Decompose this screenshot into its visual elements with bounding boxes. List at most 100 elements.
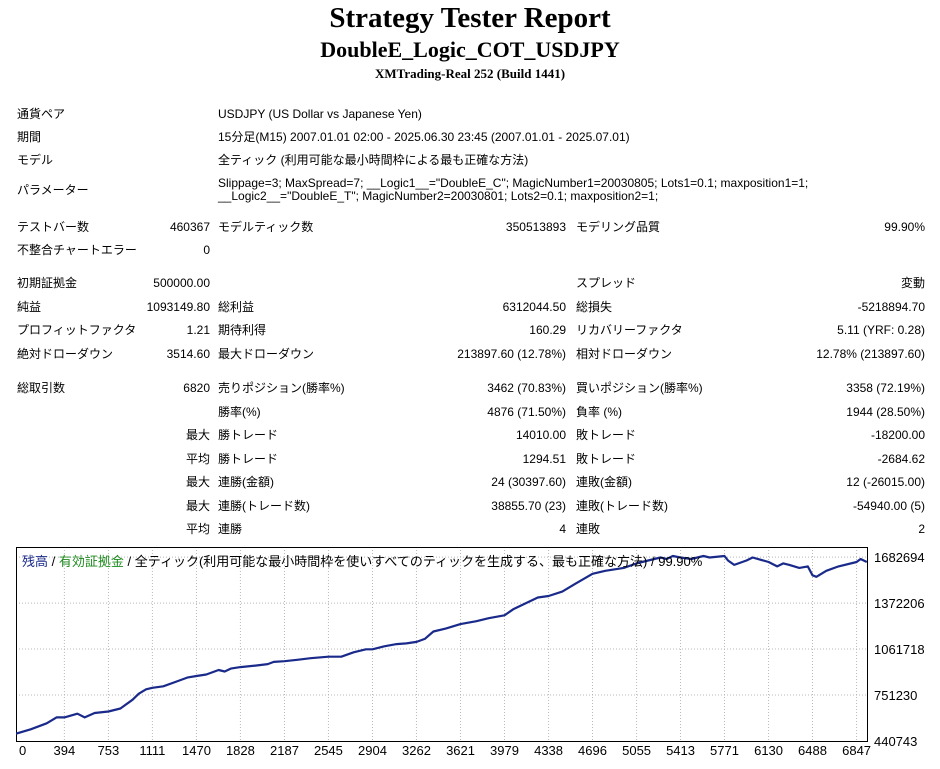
y-tick-label: 440743 <box>874 734 917 749</box>
max-consec-wins-cnt-label: 連勝(トレード数) <box>218 499 310 513</box>
pf-label: プロフィットファクタ <box>17 323 137 337</box>
average-prefix: 平均 <box>185 452 210 466</box>
params-line1: Slippage=3; MaxSpread=7; __Logic1__="Dou… <box>218 176 809 190</box>
model-label: モデル <box>17 153 54 167</box>
spread-label: スプレッド <box>576 276 637 290</box>
avg-win-value: 1294.51 <box>522 452 566 466</box>
loss-pct-value: 1944 (28.50%) <box>846 405 925 419</box>
largest-loss-value: -18200.00 <box>870 428 925 442</box>
x-tick-label: 1828 <box>226 743 255 758</box>
plot-frame <box>16 547 868 742</box>
max-dd-value: 213897.60 (12.78%) <box>457 347 566 361</box>
report-title: Strategy Tester Report <box>329 2 611 34</box>
gross-profit-value: 6312044.50 <box>502 300 566 314</box>
server-info: XMTrading-Real 252 (Build 1441) <box>374 66 566 81</box>
equity-chart: 0 394 753 1111 1470 1828 2187 2545 2904 3262 3621 3… <box>16 547 940 769</box>
pair-label: 通貨ペア <box>17 107 66 121</box>
x-tick-label: 0 <box>19 743 26 758</box>
equity-chart-svg: 0 394 753 1111 1470 1828 2187 2545 2904 3262 3621 3… <box>16 547 925 758</box>
long-label: 買いポジション(勝率%) <box>576 381 703 395</box>
gross-loss-label: 総損失 <box>576 300 613 314</box>
y-tick-label: 751230 <box>874 688 917 703</box>
max-consec-loss-cnt-label: 連敗(トレード数) <box>576 499 668 513</box>
x-tick-label: 4696 <box>578 743 607 758</box>
max-consec-loss-amt-value: 12 (-26015.00) <box>846 475 925 489</box>
recovery-value: 5.11 (YRF: 0.28) <box>837 323 925 337</box>
ticks-value: 350513893 <box>505 220 566 234</box>
avg-win-label: 勝トレード <box>218 452 279 466</box>
model-value: 全ティック (利用可能な最小時間枠による最も正確な方法) <box>218 153 529 167</box>
x-tick-label: 3979 <box>490 743 519 758</box>
x-tick-label: 3621 <box>446 743 475 758</box>
long-value: 3358 (72.19%) <box>846 381 925 395</box>
y-tick-label: 1372206 <box>874 596 925 611</box>
bars-value: 460367 <box>169 220 210 234</box>
consec-cnt-prefix: 最大 <box>185 499 210 513</box>
avg-consec-prefix: 平均 <box>185 522 210 536</box>
x-tick-label: 1470 <box>182 743 211 758</box>
max-consec-wins-amt-value: 24 (30397.60) <box>491 475 566 489</box>
x-tick-label: 1111 <box>139 743 165 758</box>
loss-pct-label: 負率 (%) <box>576 405 622 419</box>
recovery-label: リカバリーファクタ <box>576 323 683 337</box>
max-consec-loss-cnt-value: -54940.00 (5) <box>852 499 925 513</box>
legend-sep-1: / <box>48 554 59 569</box>
y-tick-label: 1061718 <box>874 642 925 657</box>
mismatch-value: 0 <box>203 243 210 257</box>
legend-sep-2: / <box>123 554 135 569</box>
ea-name: DoubleE_Logic_COT_USDJPY <box>320 37 620 62</box>
win-pct-value: 4876 (71.50%) <box>487 405 566 419</box>
avg-consec-loss-label: 連敗 <box>576 522 601 536</box>
gross-loss-value: -5218894.70 <box>857 300 925 314</box>
x-tick-label: 2187 <box>270 743 299 758</box>
x-tick-label: 753 <box>98 743 120 758</box>
max-consec-loss-amt-label: 連敗(金額) <box>576 475 632 489</box>
bars-label: テストバー数 <box>17 220 90 234</box>
quality-value: 99.90% <box>884 220 925 234</box>
total-label: 総取引数 <box>17 381 66 395</box>
x-tick-label: 6130 <box>754 743 783 758</box>
abs-dd-label: 絶対ドローダウン <box>17 347 114 361</box>
avg-loss-label: 敗トレード <box>576 452 637 466</box>
x-tick-label: 5055 <box>622 743 651 758</box>
consec-amt-prefix: 最大 <box>185 475 210 489</box>
largest-loss-label: 敗トレード <box>576 428 637 442</box>
gross-profit-label: 総利益 <box>218 300 255 314</box>
expected-label: 期待利得 <box>218 323 267 337</box>
abs-dd-value: 3514.60 <box>166 347 210 361</box>
balance-line <box>16 554 868 735</box>
x-tick-label: 2545 <box>314 743 343 758</box>
legend-equity: 有効証拠金 <box>58 554 124 569</box>
avg-loss-value: -2684.62 <box>877 452 925 466</box>
params-label: パラメーター <box>17 183 89 197</box>
legend-balance: 残高 <box>22 554 49 569</box>
chart-legend: 残高 / 有効証拠金 / 全ティック(利用可能な最小時間枠を使いすべてのティック… <box>22 551 702 570</box>
rel-dd-label: 相対ドローダウン <box>576 347 673 361</box>
y-tick-label: 1682694 <box>874 550 925 565</box>
quality-label: モデリング品質 <box>576 220 661 234</box>
win-pct-label: 勝率(%) <box>218 405 261 419</box>
params-line2: __Logic2__="DoubleE_T"; MagicNumber2=200… <box>218 189 659 203</box>
short-value: 3462 (70.83%) <box>487 381 566 395</box>
x-tick-label: 5413 <box>666 743 695 758</box>
deposit-value: 500000.00 <box>153 276 210 290</box>
x-tick-label: 5771 <box>710 743 739 758</box>
net-label: 純益 <box>17 300 42 314</box>
expected-value: 160.29 <box>529 323 566 337</box>
largest-prefix: 最大 <box>185 428 210 442</box>
largest-win-value: 14010.00 <box>515 428 566 442</box>
rel-dd-value: 12.78% (213897.60) <box>816 347 925 361</box>
avg-consec-wins-value: 4 <box>559 522 566 536</box>
max-dd-label: 最大ドローダウン <box>218 347 315 361</box>
period-label: 期間 <box>17 130 42 144</box>
largest-win-label: 勝トレード <box>218 428 279 442</box>
deposit-label: 初期証拠金 <box>17 276 78 290</box>
avg-consec-loss-value: 2 <box>918 522 925 536</box>
x-tick-label: 6847 <box>842 743 871 758</box>
spread-value: 変動 <box>900 276 925 290</box>
short-label: 売りポジション(勝率%) <box>218 381 345 395</box>
avg-consec-wins-label: 連勝 <box>218 522 243 536</box>
x-tick-label: 2904 <box>358 743 387 758</box>
ticks-label: モデルティック数 <box>218 220 314 234</box>
max-consec-wins-cnt-value: 38855.70 (23) <box>491 499 566 513</box>
